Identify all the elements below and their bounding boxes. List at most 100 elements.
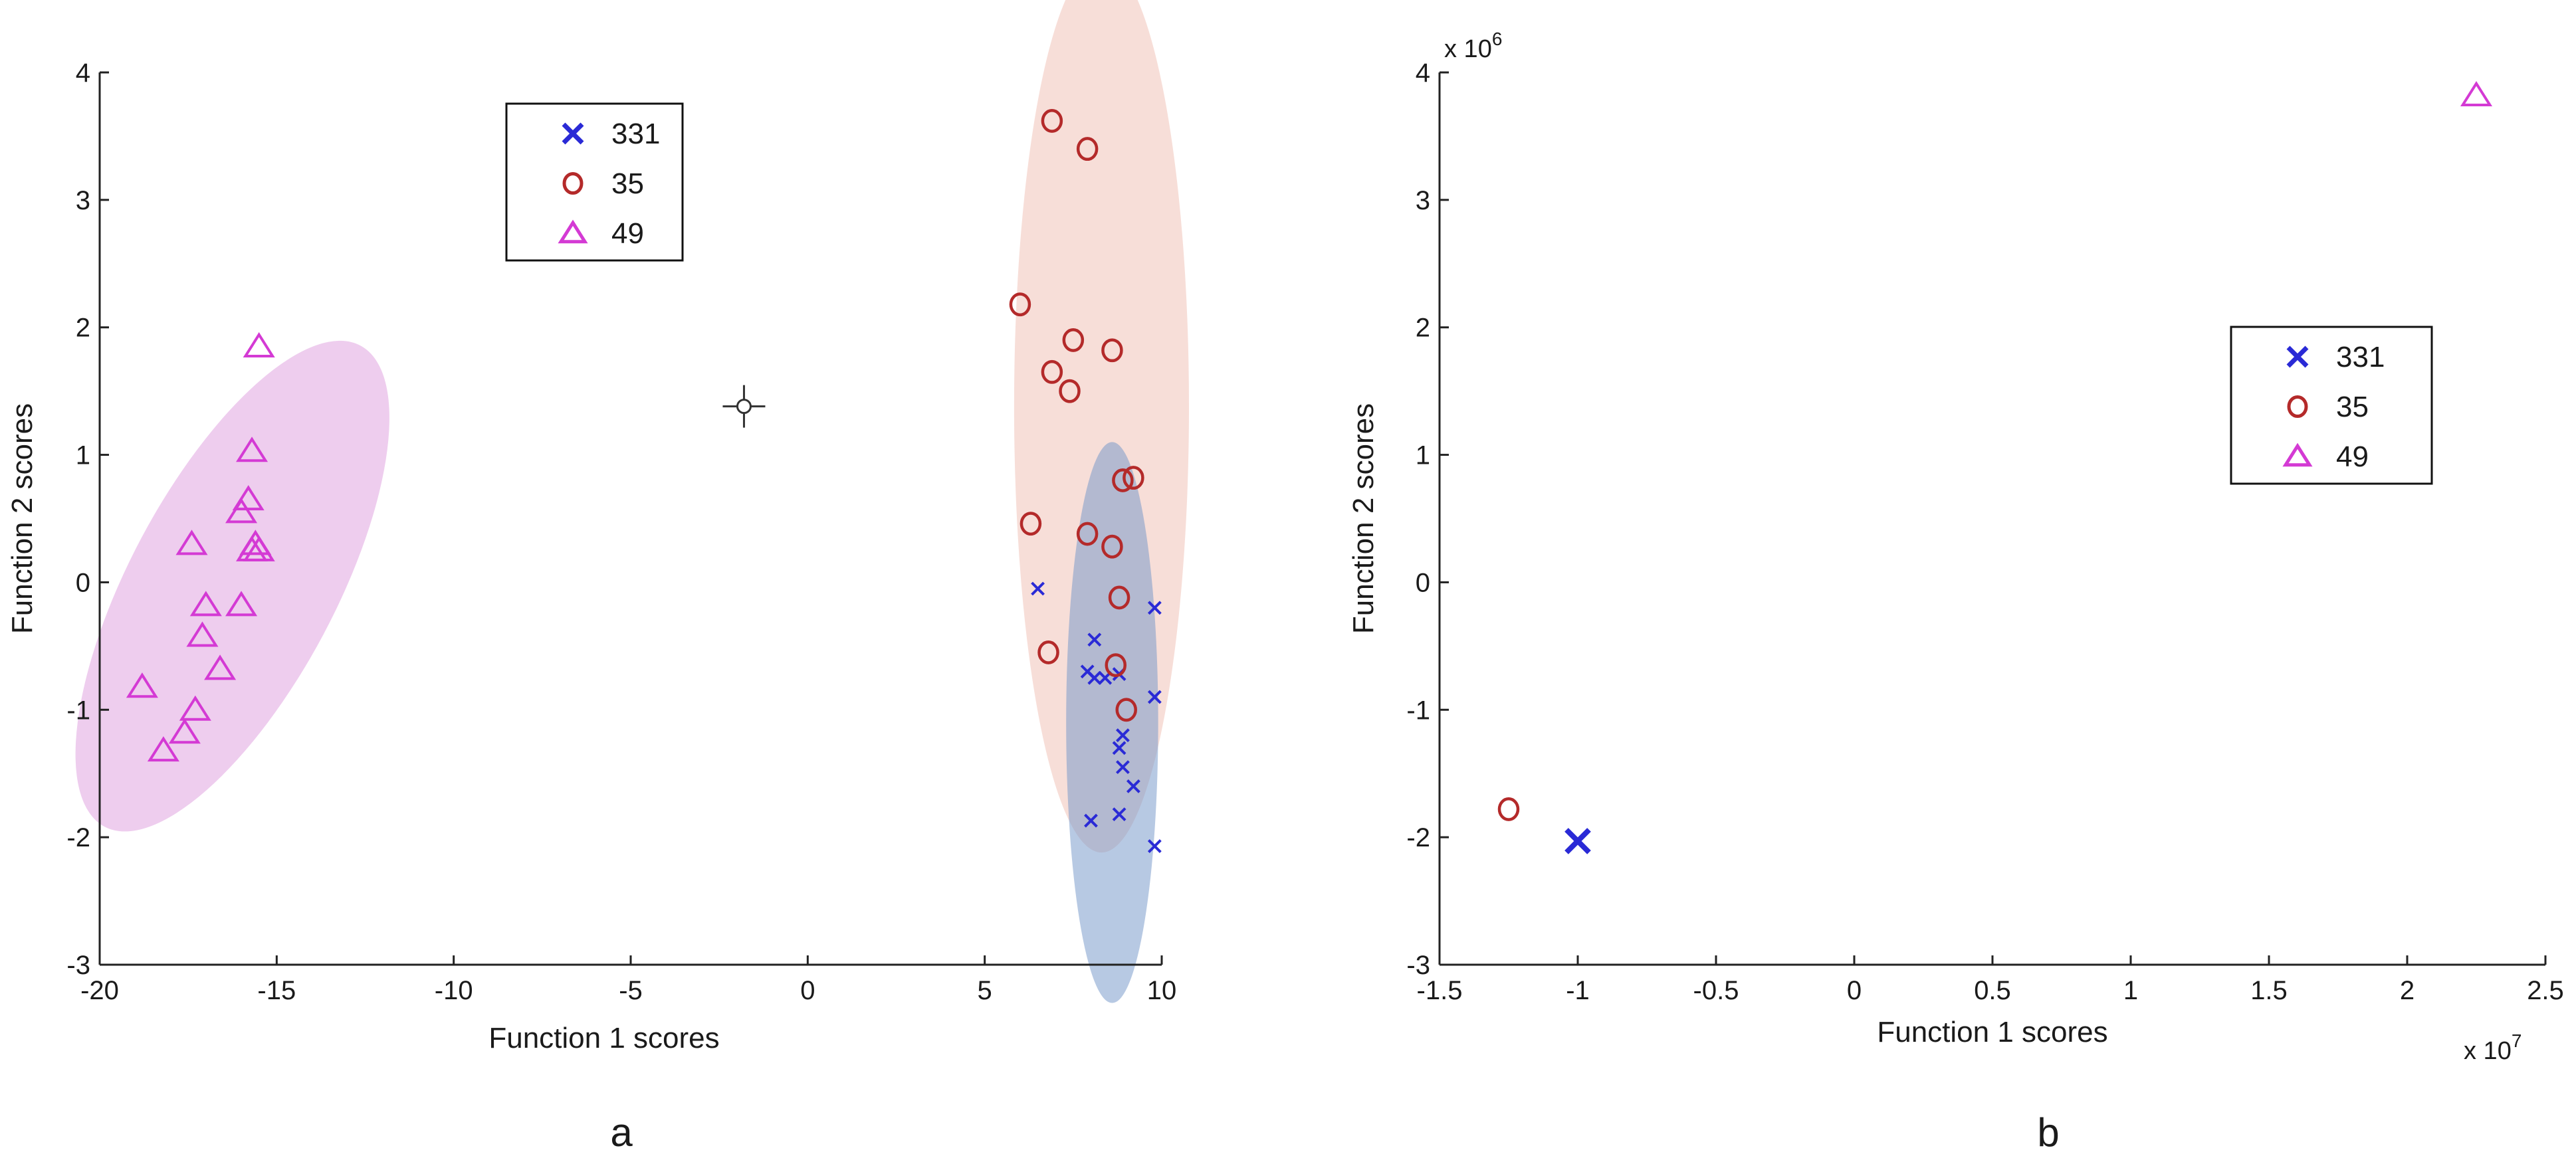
y-tick-label: 3 [76,186,90,215]
x-tick-label: 0.5 [1974,976,2011,1005]
y-multiplier-exponent: 6 [1492,29,1503,49]
triangle-marker [189,591,222,617]
x-tick-label: 5 [978,976,992,1005]
circle-marker [1020,512,1042,536]
y-axis-multiplier: x 106 [1444,29,1502,63]
x-marker [1564,828,1591,854]
cluster-ellipse-49 [75,340,389,832]
circle-marker [1123,466,1144,490]
x-marker [2286,345,2309,368]
circle-marker [1037,640,1059,664]
axes: -3 -2 -1 0 1 2 3 4 -1.5 -1 -0.5 0 0.5 1 1.5 2 2.5 [1406,58,2563,1005]
x-tick-label: -0.5 [1693,976,1739,1005]
x-marker [1147,839,1162,853]
y-tick-label: -2 [1406,823,1430,852]
y-axis-label: Function 2 scores [1347,403,1380,634]
panel-label: b [2037,1110,2059,1155]
y-tick-label: 1 [76,441,90,470]
x-tick-label: -5 [619,976,643,1005]
circle-marker [1059,379,1081,403]
legend-entry-label: 35 [2336,391,2369,423]
x-marker [1126,779,1140,793]
x-tick-label: -1 [1566,976,1590,1005]
triangle-marker [147,736,179,762]
circle-marker [1115,698,1137,722]
x-multiplier-base: x 10 [2464,1037,2512,1065]
circle-marker [1497,797,1520,821]
x-tick-label: -15 [257,976,296,1005]
x-marker [1115,728,1130,743]
x-axis-label: Function 1 scores [488,1022,719,1054]
circle-marker [562,171,584,195]
x-tick-label: -20 [80,976,119,1005]
x-tick-label: 1.5 [2250,976,2288,1005]
x-marker [1112,741,1127,755]
circle-marker [1041,359,1063,384]
x-tick-label: 10 [1147,976,1177,1005]
legend-entry-label: 35 [611,167,644,200]
x-tick-label: -1.5 [1417,976,1463,1005]
triangle-marker [236,437,268,462]
legend: 331 35 49 [2230,326,2433,485]
triangle-marker [186,621,219,647]
legend-box [505,102,684,262]
triangle-marker [243,332,275,357]
triangle-marker [126,672,158,698]
crosshair-icon [722,385,766,428]
scatter-points [1497,80,2493,854]
triangle-marker [225,591,258,617]
triangle-marker [204,654,237,680]
x-tick-label: 1 [2123,976,2138,1005]
circle-marker [1108,585,1130,610]
legend-box [2230,326,2433,485]
circle-marker [1009,292,1031,317]
cluster-ellipse-331 [1066,442,1158,1003]
x-tick-label: 2.5 [2527,976,2564,1005]
circle-marker [1101,338,1123,363]
y-tick-label: -3 [66,951,90,980]
triangle-marker [243,536,275,561]
x-tick-label: 0 [800,976,815,1005]
legend-entry-label: 331 [611,118,660,150]
x-axis-multiplier: x 107 [2464,1030,2522,1065]
y-tick-label: 4 [76,58,90,88]
triangle-marker [232,485,265,511]
triangle-marker [179,695,211,721]
triangle-marker [168,718,201,744]
y-tick-label: 2 [76,314,90,343]
circle-marker [1041,108,1063,133]
x-marker [1115,760,1130,775]
annotations [722,385,766,428]
x-marker [1147,690,1162,704]
y-multiplier-base: x 10 [1444,35,1492,63]
circle-marker [2287,395,2308,419]
x-axis-label: Function 1 scores [1877,1016,2107,1048]
y-tick-label: -2 [66,823,90,852]
circle-marker [1076,137,1099,161]
circle-marker [1101,534,1123,559]
x-marker [1031,581,1045,596]
x-marker [1087,633,1102,647]
circle-marker [1062,328,1085,352]
chart-panel-b: -3 -2 -1 0 1 2 3 4 -1.5 -1 -0.5 0 0.5 1 1.5 2 2.5 331 35 4… [1347,29,2564,1155]
x-marker [1087,670,1102,685]
cluster-ellipses [75,0,1189,1003]
circle-marker [1105,653,1127,678]
y-tick-label: 3 [1416,186,1430,215]
y-tick-label: 0 [76,568,90,597]
y-tick-label: -1 [1406,696,1430,725]
circle-marker [1076,522,1099,546]
legend-entry-label: 49 [611,217,644,250]
scatter-points [126,108,1162,853]
triangle-marker [175,530,208,555]
y-axis-label: Function 2 scores [6,403,39,634]
x-tick-label: 0 [1847,976,1862,1005]
triangle-marker [558,219,588,244]
legend: 331 35 49 [505,102,684,262]
crosshair-center [736,399,752,415]
y-tick-label: 0 [1416,568,1430,597]
